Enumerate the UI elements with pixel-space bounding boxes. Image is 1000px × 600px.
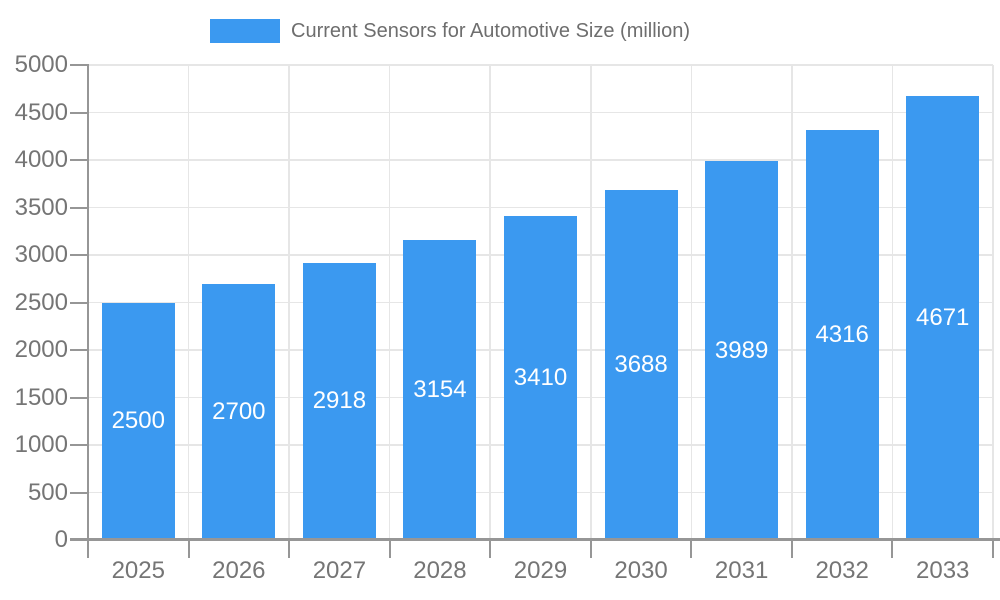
bar — [202, 283, 276, 540]
y-gridline — [88, 206, 993, 209]
y-tick-mark — [70, 396, 88, 399]
y-tick-label: 500 — [27, 478, 68, 506]
bar — [906, 96, 980, 540]
x-gridline — [489, 65, 491, 540]
y-tick-mark — [70, 491, 88, 494]
y-tick-label: 0 — [54, 526, 68, 553]
bar — [705, 161, 779, 540]
x-tick-label: 2025 — [111, 557, 165, 584]
x-tick-mark — [187, 540, 190, 558]
x-tick-label: 2032 — [815, 557, 869, 584]
legend: Current Sensors for Automotive Size (mil… — [210, 17, 690, 45]
y-tick-mark — [70, 159, 88, 161]
y-tick-label: 3000 — [14, 241, 68, 268]
y-tick-label: 5000 — [14, 51, 68, 78]
bar — [604, 189, 678, 540]
x-tick-mark — [690, 540, 693, 558]
y-gridline — [88, 111, 993, 114]
x-tick-label: 2031 — [714, 557, 769, 584]
y-axis-line — [86, 64, 89, 541]
x-gridline — [388, 65, 391, 540]
bar — [805, 129, 879, 540]
y-tick-mark — [70, 254, 88, 256]
bar-value-label: 4671 — [916, 304, 970, 332]
x-gridline — [590, 65, 592, 540]
y-tick-label: 3500 — [14, 193, 68, 221]
y-tick-label: 1500 — [14, 383, 68, 411]
x-tick-label: 2033 — [916, 557, 970, 584]
y-tick-mark — [70, 301, 88, 304]
x-tick-mark — [992, 540, 994, 558]
x-gridline — [187, 65, 190, 540]
x-gridline — [992, 65, 994, 540]
x-tick-mark — [288, 540, 291, 558]
x-axis-line — [70, 538, 1000, 541]
y-gridline — [88, 64, 993, 66]
bar-value-label: 4316 — [815, 320, 869, 348]
y-tick-mark — [70, 111, 88, 114]
x-gridline — [288, 65, 290, 540]
x-gridline — [791, 65, 793, 540]
y-tick-mark — [70, 444, 88, 446]
bar-value-label: 3688 — [614, 350, 668, 378]
y-tick-mark — [70, 206, 88, 209]
y-tick-label: 4000 — [14, 146, 68, 173]
x-gridline — [891, 65, 894, 540]
y-tick-mark — [70, 64, 88, 66]
legend-swatch — [210, 19, 280, 43]
x-tick-mark — [87, 540, 89, 558]
x-tick-mark — [589, 540, 592, 558]
plot-area: 2500 2700 2918 3154 3410 3688 3989 4316 4671 — [88, 64, 994, 540]
y-tick-label: 2500 — [14, 288, 68, 316]
bar-value-label: 3154 — [413, 376, 467, 404]
x-gridline — [690, 65, 693, 540]
bar — [302, 262, 376, 540]
legend-label: Current Sensors for Automotive Size (mil… — [291, 19, 691, 42]
y-tick-mark — [70, 349, 88, 351]
x-tick-mark — [388, 540, 391, 558]
bar-value-label: 2500 — [111, 407, 165, 435]
bar-value-label: 3410 — [513, 364, 568, 392]
bar-value-label: 2918 — [312, 387, 367, 415]
x-tick-label: 2028 — [413, 557, 467, 584]
x-tick-mark — [891, 540, 894, 558]
y-gridline — [88, 159, 993, 161]
bar-value-label: 2700 — [212, 397, 266, 425]
bar-value-label: 3989 — [714, 336, 769, 364]
x-tick-label: 2026 — [212, 557, 266, 584]
bar — [504, 216, 577, 540]
bar — [403, 240, 477, 540]
y-tick-label: 2000 — [14, 336, 68, 363]
x-tick-mark — [790, 540, 793, 558]
x-tick-label: 2030 — [614, 557, 668, 584]
x-tick-mark — [489, 540, 492, 558]
x-tick-label: 2027 — [312, 557, 367, 584]
y-tick-label: 1000 — [14, 431, 68, 458]
x-tick-label: 2029 — [513, 557, 568, 584]
bar — [101, 302, 175, 540]
y-tick-label: 4500 — [14, 98, 68, 126]
